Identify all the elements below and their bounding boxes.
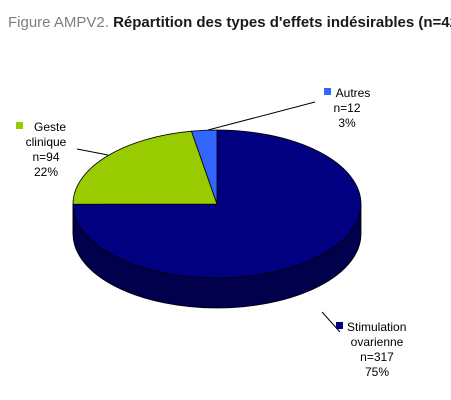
- figure-number: Figure AMPV2.: [8, 14, 109, 31]
- label-name-geste-clinique: Geste: [34, 120, 66, 134]
- pie-slice-autres: [190, 129, 218, 205]
- figure-title: Figure AMPV2. Répartition des types d'ef…: [8, 14, 451, 31]
- leader-line-geste-clinique: [76, 148, 109, 156]
- label-percent-autres: 3%: [338, 116, 356, 130]
- label-count-geste-clinique: n=94: [32, 150, 59, 164]
- legend-swatch-autres: [324, 88, 331, 95]
- label-count-autres: n=12: [333, 101, 360, 115]
- chart-title: Répartition des types d'effets indésirab…: [113, 14, 451, 31]
- label-name-stimulation-ovarienne: Stimulation: [347, 320, 406, 334]
- label-name-autres: Autres: [336, 86, 371, 100]
- label-name-geste-clinique: clinique: [26, 135, 67, 149]
- pie-slice-stimulation-ovarienne: [72, 129, 362, 279]
- label-percent-geste-clinique: 22%: [34, 165, 58, 179]
- label-count-stimulation-ovarienne: n=317: [360, 350, 394, 364]
- leader-line-autres: [207, 101, 316, 131]
- legend-swatch-geste-clinique: [16, 122, 23, 129]
- label-percent-stimulation-ovarienne: 75%: [365, 365, 389, 379]
- pie-slice-geste-clinique: [72, 130, 218, 205]
- label-name-stimulation-ovarienne: ovarienne: [351, 335, 404, 349]
- legend-swatch-stimulation-ovarienne: [336, 322, 343, 329]
